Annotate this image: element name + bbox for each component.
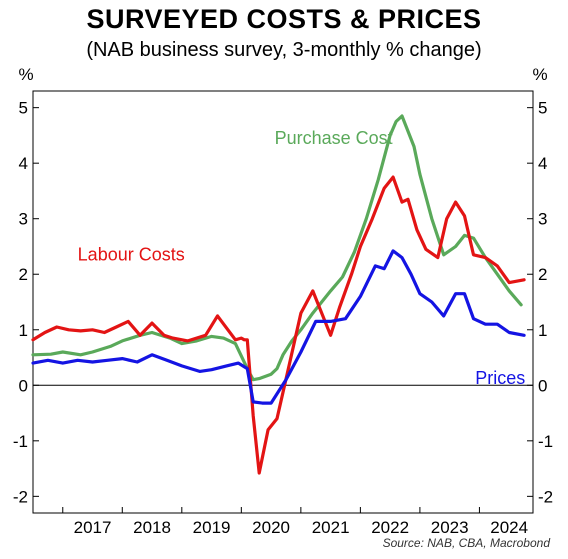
left-axis: -2 -1 0 1 2 3 4 5 bbox=[13, 99, 39, 506]
y-tick-label-left: 5 bbox=[19, 99, 28, 118]
x-tick-label: 2021 bbox=[312, 518, 350, 537]
y-tick-label-right: 4 bbox=[538, 154, 547, 173]
y-tick-label-right: -1 bbox=[538, 432, 553, 451]
x-tick-label: 2017 bbox=[74, 518, 112, 537]
y-tick-label-right: -2 bbox=[538, 487, 553, 506]
y-tick-label-right: 2 bbox=[538, 265, 547, 284]
plot-frame bbox=[32, 90, 534, 514]
labour-costs-line bbox=[31, 175, 526, 475]
left-unit-label: % bbox=[18, 65, 33, 84]
source-note: Source: NAB, CBA, Macrobond bbox=[382, 536, 550, 550]
y-tick-label-left: 2 bbox=[19, 265, 28, 284]
y-tick-label-right: 1 bbox=[538, 321, 547, 340]
y-tick-label-left: -1 bbox=[13, 432, 28, 451]
y-tick-label-left: 1 bbox=[19, 321, 28, 340]
y-tick-label-right: 3 bbox=[538, 210, 547, 229]
x-axis: 2017 2018 2019 2020 2021 2022 2023 2024 bbox=[62, 507, 528, 537]
y-tick-label-left: -2 bbox=[13, 487, 28, 506]
y-tick-label-right: 0 bbox=[538, 376, 547, 395]
x-tick-label: 2020 bbox=[252, 518, 290, 537]
x-tick-label: 2018 bbox=[133, 518, 171, 537]
chart-subtitle: (NAB business survey, 3-monthly % change… bbox=[86, 39, 482, 61]
x-tick-label: 2022 bbox=[371, 518, 409, 537]
purchase-cost-label: Purchase Cost bbox=[275, 128, 393, 148]
x-tick-label: 2024 bbox=[490, 518, 528, 537]
prices-label: Prices bbox=[475, 368, 525, 388]
y-tick-label-left: 4 bbox=[19, 154, 28, 173]
x-tick-label: 2019 bbox=[193, 518, 231, 537]
series-lines bbox=[31, 114, 526, 475]
y-tick-label-right: 5 bbox=[538, 99, 547, 118]
y-tick-label-left: 3 bbox=[19, 210, 28, 229]
right-axis: -2 -1 0 1 2 3 4 5 bbox=[527, 99, 553, 506]
labour-costs-label: Labour Costs bbox=[78, 244, 185, 264]
right-unit-label: % bbox=[532, 65, 547, 84]
x-tick-label: 2023 bbox=[431, 518, 469, 537]
y-tick-label-left: 0 bbox=[19, 376, 28, 395]
series-labels: Purchase Cost Labour Costs Prices bbox=[78, 128, 526, 388]
chart-title: SURVEYED COSTS & PRICES bbox=[86, 4, 482, 34]
prices-line bbox=[31, 249, 526, 405]
